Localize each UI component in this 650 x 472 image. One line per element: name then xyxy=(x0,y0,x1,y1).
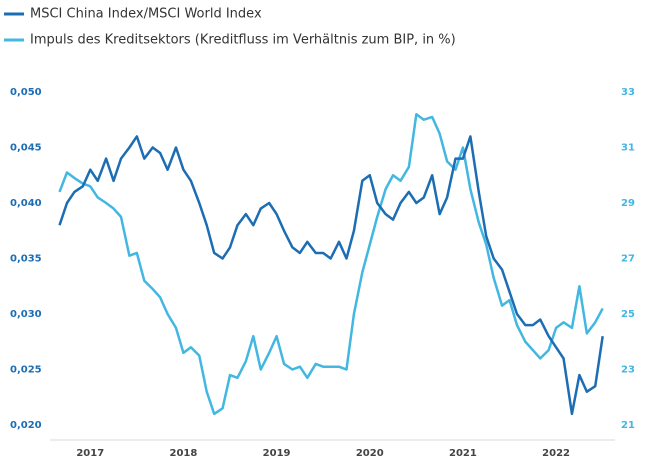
y2-tick-label: 29 xyxy=(621,198,635,209)
x-tick-label: 2019 xyxy=(263,448,291,459)
series-line xyxy=(58,112,604,416)
y-tick-label: 0,035 xyxy=(10,254,42,265)
y2-tick-label: 27 xyxy=(621,254,635,265)
y2-tick-label: 21 xyxy=(621,420,635,431)
y-tick-label: 0,025 xyxy=(10,365,42,376)
y2-tick-label: 31 xyxy=(621,143,635,154)
x-tick-label: 2020 xyxy=(356,448,384,459)
y-tick-label: 0,050 xyxy=(10,87,42,98)
x-tick-label: 2018 xyxy=(170,448,198,459)
y-tick-label: 0,040 xyxy=(10,198,42,209)
y-tick-label: 0,030 xyxy=(10,309,42,320)
x-tick-label: 2017 xyxy=(76,448,104,459)
legend-label: Impuls des Kreditsektors (Kreditfluss im… xyxy=(30,33,456,48)
x-tick-label: 2022 xyxy=(542,448,570,459)
y2-tick-label: 33 xyxy=(621,87,635,98)
legend-label: MSCI China Index/MSCI World Index xyxy=(30,7,262,22)
y-tick-label: 0,020 xyxy=(10,420,42,431)
y2-tick-label: 25 xyxy=(621,309,635,320)
y-tick-label: 0,045 xyxy=(10,143,42,154)
series-line xyxy=(58,135,604,416)
y2-tick-label: 23 xyxy=(621,365,635,376)
x-tick-label: 2021 xyxy=(449,448,477,459)
